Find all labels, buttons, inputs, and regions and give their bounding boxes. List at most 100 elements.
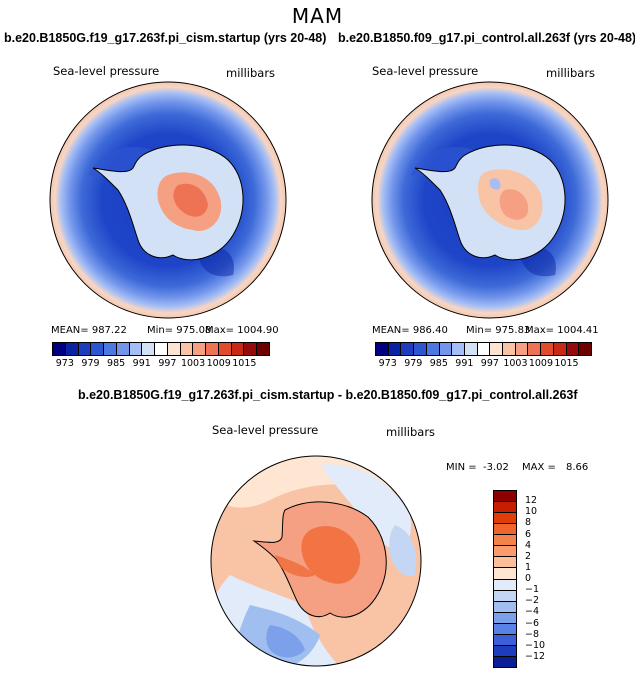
diff-colorbar-tick-label: −6 bbox=[525, 617, 540, 629]
panel1-colorbar bbox=[52, 342, 270, 356]
panel1-title: b.e20.B1850G.f19_g17.263f.pi_cism.startu… bbox=[4, 31, 327, 45]
panel2-colorbar-tick-label: 997 bbox=[480, 358, 499, 369]
panel2-min: Min= 975.83 bbox=[466, 325, 531, 336]
panel1-colorbar-swatch bbox=[65, 343, 79, 355]
panel1-colorbar-tick-label: 1015 bbox=[232, 358, 257, 369]
panel2-colorbar-tick-label: 979 bbox=[404, 358, 423, 369]
panel1-colorbar-tick-label: 1009 bbox=[206, 358, 231, 369]
panel1-map bbox=[49, 81, 287, 319]
panel2-colorbar-tick-label: 991 bbox=[455, 358, 474, 369]
diff-colorbar-swatch bbox=[494, 491, 516, 503]
diff-colorbar-tick-label: 0 bbox=[525, 573, 532, 584]
diff-colorbar-swatch bbox=[494, 590, 516, 602]
panel1-colorbar-swatch bbox=[257, 343, 270, 355]
panel2-colorbar-swatch bbox=[401, 343, 415, 355]
diff-colorbar-swatch bbox=[494, 502, 516, 514]
season-title: MAM bbox=[291, 4, 344, 28]
panel2-colorbar-tick-label: 1003 bbox=[503, 358, 528, 369]
panel1-colorbar-swatch bbox=[142, 343, 156, 355]
diff-colorbar-swatch bbox=[494, 524, 516, 536]
panel1-colorbar-swatch bbox=[180, 343, 194, 355]
panel1-colorbar-swatch bbox=[104, 343, 117, 355]
diff-colorbar-swatch bbox=[494, 623, 516, 635]
diff-colorbar-swatch bbox=[494, 546, 516, 558]
diff-min-label: MIN = bbox=[446, 462, 477, 473]
panel2-colorbar-swatch bbox=[566, 343, 580, 355]
panel1-colorbar-tick-label: 997 bbox=[158, 358, 177, 369]
panel1-colorbar-swatch bbox=[116, 343, 130, 355]
diff-colorbar-swatch bbox=[494, 513, 516, 525]
diff-colorbar-swatch bbox=[494, 656, 516, 667]
panel2-colorbar-swatch bbox=[426, 343, 440, 355]
panel2-title: b.e20.B1850.f09_g17.pi_control.all.263f … bbox=[338, 31, 635, 45]
diff-colorbar-swatch bbox=[494, 568, 516, 580]
diff-colorbar-tick-label: −4 bbox=[525, 606, 540, 618]
diff-variable-label: Sea-level pressure bbox=[212, 423, 319, 437]
diff-colorbar bbox=[493, 490, 517, 668]
diff-colorbar-tick-label: −2 bbox=[525, 595, 540, 607]
panel2-max: Max= 1004.41 bbox=[525, 325, 599, 336]
panel1-colorbar-swatch bbox=[78, 343, 92, 355]
diff-colorbar-swatch bbox=[494, 535, 516, 547]
panel2-colorbar-swatch bbox=[541, 343, 554, 355]
panel2-variable-label: Sea-level pressure bbox=[372, 64, 479, 78]
diff-max-label: MAX = bbox=[522, 462, 556, 473]
panel1-variable-label: Sea-level pressure bbox=[53, 64, 160, 78]
panel1-colorbar-ticks: 973 979 985 991 997 1003 1009 1015 bbox=[52, 358, 270, 370]
diff-min-value: -3.02 bbox=[483, 462, 509, 473]
diff-colorbar-tick-label: 2 bbox=[525, 550, 532, 562]
panel1-colorbar-swatch bbox=[155, 343, 168, 355]
panel1-colorbar-tick-label: 1003 bbox=[180, 358, 206, 369]
diff-colorbar-swatch bbox=[494, 645, 516, 657]
diff-max-value: 8.66 bbox=[566, 462, 589, 473]
panel2-colorbar-swatch bbox=[503, 343, 516, 355]
diff-colorbar-tick-label: −12 bbox=[525, 650, 546, 662]
panel2-colorbar-swatch bbox=[376, 343, 389, 355]
diff-colorbar-tick-label: −8 bbox=[525, 628, 540, 640]
diff-colorbar-swatch bbox=[494, 634, 516, 646]
panel1-colorbar-swatch bbox=[167, 343, 181, 355]
diff-colorbar-tick-label: 8 bbox=[525, 517, 532, 529]
diff-map bbox=[210, 455, 422, 667]
panel1-colorbar-swatch bbox=[129, 343, 143, 355]
diff-colorbar-tick-label: 6 bbox=[525, 528, 532, 540]
panel1-colorbar-tick-label: 985 bbox=[107, 358, 126, 369]
panel2-colorbar-tick-label: 1009 bbox=[528, 358, 554, 369]
panel1-colorbar-tick-label: 973 bbox=[55, 358, 74, 369]
panel2-colorbar-swatch bbox=[553, 343, 567, 355]
diff-colorbar-tick-label: 4 bbox=[525, 539, 532, 551]
diff-colorbar-tick-label: 12 bbox=[525, 495, 538, 507]
panel2-colorbar-swatch bbox=[477, 343, 491, 355]
panel2-colorbar-tick-label: 973 bbox=[378, 358, 397, 369]
panel1-colorbar-swatch bbox=[218, 343, 232, 355]
panel2-colorbar-tick-label: 1015 bbox=[554, 358, 579, 369]
panel2-colorbar-ticks: 973 979 985 991 997 1003 1009 1015 bbox=[375, 358, 592, 370]
diff-title: b.e20.B1850G.f19_g17.263f.pi_cism.startu… bbox=[78, 388, 578, 402]
diff-colorbar-ticks: 12 10 8 6 4 2 1 0 −1 −2 −4 −6 −8 −10 −12 bbox=[521, 490, 561, 668]
diff-units-label: millibars bbox=[386, 425, 436, 439]
diff-colorbar-tick-label: −1 bbox=[525, 584, 540, 596]
diff-colorbar-tick-label: −10 bbox=[525, 639, 546, 651]
panel2-mean: MEAN= 986.40 bbox=[372, 325, 448, 336]
panel2-colorbar-swatch bbox=[579, 343, 591, 355]
panel2-colorbar-swatch bbox=[464, 343, 478, 355]
panel2-colorbar-swatch bbox=[439, 343, 453, 355]
panel1-colorbar-swatch bbox=[91, 343, 105, 355]
panel2-colorbar-swatch bbox=[515, 343, 529, 355]
panel1-min: Min= 975.08 bbox=[147, 325, 212, 336]
panel1-colorbar-swatch bbox=[231, 343, 245, 355]
panel2-colorbar-swatch bbox=[490, 343, 504, 355]
panel1-colorbar-swatch bbox=[206, 343, 219, 355]
panel2-colorbar-swatch bbox=[528, 343, 542, 355]
panel1-colorbar-tick-label: 991 bbox=[132, 358, 151, 369]
panel1-max: Max= 1004.90 bbox=[205, 325, 279, 336]
panel1-colorbar-swatch bbox=[244, 343, 258, 355]
diff-colorbar-swatch bbox=[494, 601, 516, 613]
panel1-colorbar-swatch bbox=[53, 343, 66, 355]
diff-colorbar-swatch bbox=[494, 612, 516, 624]
diff-colorbar-swatch bbox=[494, 557, 516, 569]
panel1-colorbar-tick-label: 979 bbox=[81, 358, 100, 369]
panel1-mean: MEAN= 987.22 bbox=[51, 325, 127, 336]
panel1-units-label: millibars bbox=[226, 66, 276, 80]
panel1-colorbar-swatch bbox=[193, 343, 207, 355]
